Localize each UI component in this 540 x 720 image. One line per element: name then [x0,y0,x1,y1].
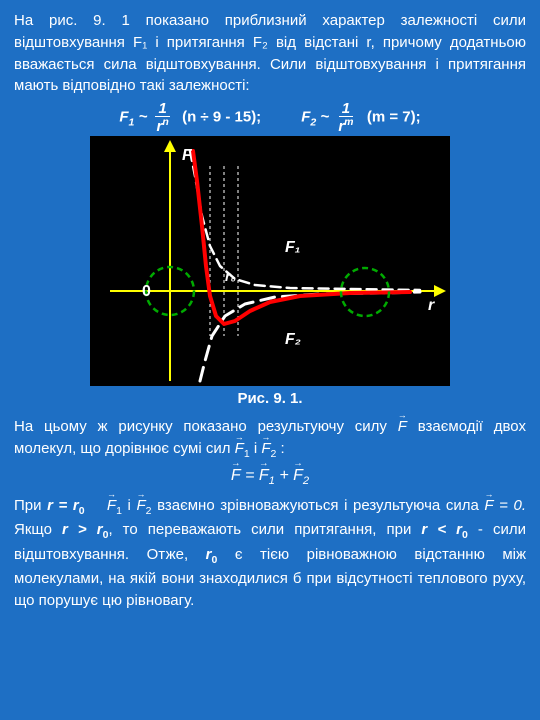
paragraph-3: При r = r0 F1 і F2 взаємно зрівноважують… [14,495,526,611]
equation-sum: F = F1 + F2 [14,464,526,489]
F1-label: F₁ [285,236,300,259]
zero-label: 0 [142,280,151,303]
formula-f1: F1 ~ 1 rn (n ÷ 9 - 15); [119,101,261,134]
paragraph-2: На цьому ж рисунку показано результуючу … [14,416,526,462]
paragraph-1: На рис. 9. 1 показано приблизний характе… [14,10,526,97]
r-axis-label: r [428,294,434,317]
F2-label: F₂ [285,328,301,351]
r0-label: r₀ [225,266,236,286]
formula-f2: F2 ~ 1 rm (m = 7); [301,101,420,134]
figure: F 0 r F₁ F₂ r₀ [90,136,450,386]
figure-caption: Рис. 9. 1. [90,388,450,410]
F-axis-label: F [182,144,192,167]
para1-text: На рис. 9. 1 показано приблизний характе… [14,12,526,94]
figure-wrap: F 0 r F₁ F₂ r₀ Рис. 9. 1. [90,136,450,410]
formula-row: F1 ~ 1 rn (n ÷ 9 - 15); F2 ~ 1 rm (m = 7… [14,101,526,134]
figure-svg [90,136,450,386]
frac2: 1 rm [335,101,356,134]
frac1: 1 rn [154,101,172,134]
